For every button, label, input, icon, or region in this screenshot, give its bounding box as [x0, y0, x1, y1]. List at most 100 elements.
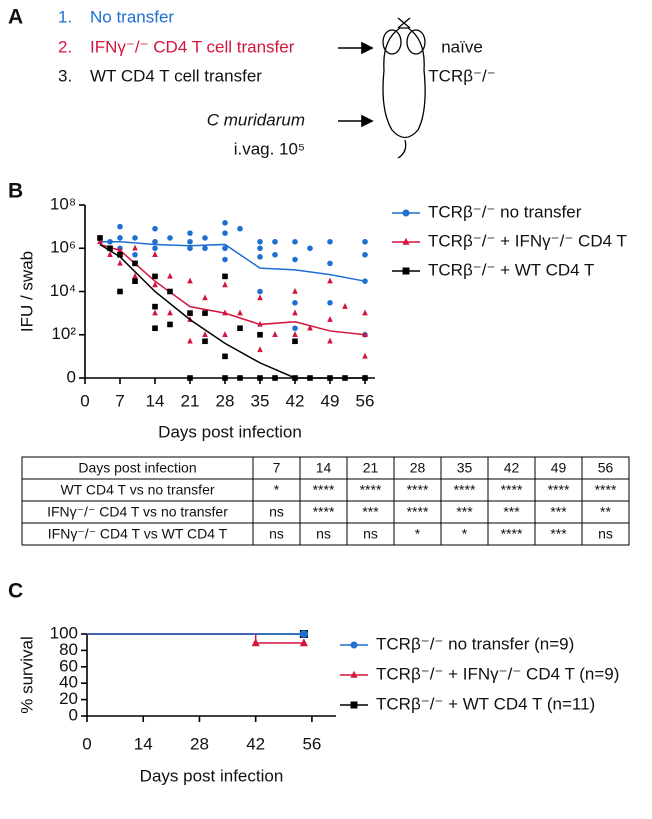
item-text: No transfer	[90, 7, 174, 26]
marker	[132, 235, 138, 241]
marker	[222, 256, 228, 263]
marker	[152, 325, 158, 332]
marker	[257, 238, 263, 245]
marker	[152, 303, 158, 310]
legend-label: TCRβ⁻/⁻ no transfer	[428, 202, 582, 221]
mouse-label: TCRβ⁻/⁻	[428, 66, 495, 85]
marker	[202, 294, 208, 301]
marker	[237, 325, 243, 332]
x-tick-label: 0	[82, 734, 91, 753]
marker	[257, 245, 263, 252]
table-row-label: WT CD4 T vs no transfer	[60, 482, 214, 498]
table-cell: 7	[273, 460, 281, 476]
marker	[202, 245, 208, 252]
x-tick-label: 35	[251, 391, 270, 410]
table-cell: 14	[316, 460, 332, 476]
marker	[117, 223, 123, 230]
marker	[327, 238, 333, 245]
table-cell: ***	[550, 504, 567, 520]
marker	[152, 281, 158, 288]
marker	[237, 225, 243, 232]
marker	[132, 244, 138, 251]
marker	[307, 324, 313, 331]
infection-text: C muridarum	[207, 110, 305, 129]
marker	[222, 281, 228, 288]
table-cell: 28	[410, 460, 426, 476]
marker	[292, 238, 298, 245]
marker	[362, 251, 368, 258]
marker	[167, 288, 173, 295]
series-line	[100, 240, 366, 282]
marker	[292, 287, 298, 294]
x-tick-label: 49	[321, 391, 340, 410]
marker	[257, 346, 263, 353]
table-cell: *	[462, 526, 468, 542]
marker	[187, 310, 193, 316]
panel-label: B	[8, 180, 23, 203]
marker	[362, 238, 368, 245]
item-text: WT CD4 T cell transfer	[90, 66, 262, 85]
y-tick-label: 100	[50, 623, 78, 642]
marker	[202, 338, 208, 345]
marker	[327, 337, 333, 344]
table-cell: 35	[457, 460, 473, 476]
y-tick-label: 0	[67, 367, 76, 386]
marker	[292, 309, 298, 316]
survival-line	[87, 633, 304, 644]
arrows	[338, 41, 374, 128]
marker	[237, 375, 243, 381]
x-tick-label: 28	[216, 391, 235, 410]
marker	[117, 288, 123, 295]
infection-text: i.vag. 10⁵	[234, 139, 305, 158]
x-tick-label: 21	[181, 391, 200, 410]
legend-label: TCRβ⁻/⁻ + WT CD4 T (n=11)	[376, 694, 595, 713]
marker	[350, 701, 358, 709]
table-cell: ****	[407, 482, 429, 498]
x-tick-label: 56	[356, 391, 375, 410]
marker	[152, 273, 158, 280]
marker	[152, 251, 158, 257]
marker	[257, 331, 263, 338]
y-tick-label: 20	[59, 689, 78, 708]
marker	[237, 309, 243, 316]
marker	[97, 235, 103, 241]
marker	[257, 294, 263, 301]
marker	[167, 309, 173, 316]
marker	[362, 352, 368, 359]
marker	[292, 338, 298, 345]
marker	[257, 288, 263, 295]
x-tick-label: 28	[190, 734, 209, 753]
table-cell: ****	[407, 504, 429, 520]
item-text: IFNγ⁻/⁻ CD4 T cell transfer	[90, 37, 295, 56]
marker	[251, 638, 260, 647]
table-cell: ns	[316, 526, 331, 542]
x-tick-label: 7	[115, 391, 124, 410]
table-cell: ****	[454, 482, 476, 498]
y-tick-label: 10⁸	[50, 194, 76, 213]
marker	[167, 272, 173, 279]
marker	[299, 638, 308, 647]
marker	[402, 237, 410, 245]
panel-label: A	[8, 6, 23, 29]
x-tick-label: 56	[302, 734, 321, 753]
y-tick-label: 10⁶	[50, 238, 76, 257]
marker	[272, 375, 278, 381]
marker	[292, 325, 298, 332]
marker	[257, 254, 263, 260]
table-cell: ***	[362, 504, 379, 520]
table-cell: ns	[269, 526, 284, 542]
marker	[362, 309, 368, 316]
marker	[202, 310, 208, 316]
marker	[402, 267, 410, 275]
y-axis-title: IFU / swab	[17, 251, 36, 332]
table-cell: ****	[313, 504, 335, 520]
marker	[117, 259, 123, 266]
table-cell: ns	[598, 526, 613, 542]
marker	[132, 278, 138, 284]
x-tick-label: 42	[246, 734, 265, 753]
marker	[167, 235, 173, 241]
marker	[327, 260, 333, 267]
item-number: 3.	[58, 66, 72, 85]
marker	[152, 225, 158, 232]
